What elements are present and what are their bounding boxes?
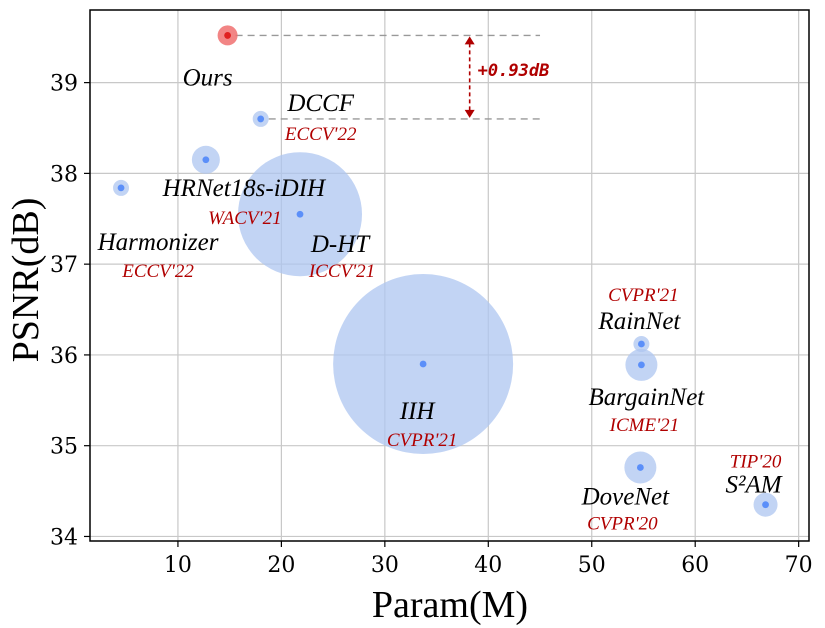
gap-annotation: +0.93dB [464, 36, 550, 118]
venue-s-am: TIP'20 [730, 452, 782, 473]
y-axis-title: PSNR(dB) [5, 198, 47, 363]
label-ours: Ours [183, 64, 233, 91]
y-tick-label: 37 [50, 253, 78, 278]
venue-d-ht: ICCV'21 [308, 261, 375, 282]
x-tick-label: 70 [785, 553, 813, 578]
label-d-ht: D-HT [310, 231, 371, 258]
y-tick-label: 39 [50, 72, 78, 97]
label-hrnet18s-idih: HRNet18s-iDIH [162, 175, 327, 202]
x-tick-label: 20 [267, 553, 295, 578]
venue-dccf: ECCV'22 [284, 124, 357, 145]
point-d-ht [296, 210, 304, 218]
x-tick-label: 30 [371, 553, 399, 578]
y-tick-label: 36 [50, 344, 78, 369]
reference-lines [235, 34, 541, 120]
x-tick-label: 60 [681, 553, 709, 578]
label-s-am: S²AM [726, 472, 783, 499]
gap-label: +0.93dB [478, 61, 550, 81]
point-rainnet [638, 340, 645, 348]
y-tick-label: 38 [50, 162, 78, 187]
label-iih: IIH [399, 398, 437, 425]
x-axis-title: Param(M) [372, 584, 528, 626]
label-harmonizer: Harmonizer [97, 229, 219, 256]
point-bargainnet [638, 361, 645, 369]
label-rainnet: RainNet [597, 308, 681, 335]
label-dccf: DCCF [286, 90, 354, 117]
y-tick-label: 35 [50, 435, 78, 460]
points [117, 32, 769, 509]
point-ours [224, 32, 231, 39]
label-bargainnet: BargainNet [589, 384, 706, 411]
axis-ticks: 10 20 30 40 50 60 70 34 35 36 37 38 39 [50, 72, 813, 578]
point-iih [419, 360, 427, 368]
point-labels: Ours DCCF ECCV'22 HRNet18s-iDIH WACV'21Harmo… [97, 64, 783, 534]
grid [90, 10, 809, 541]
gap-arrow-head-up [464, 36, 475, 45]
point-dovenet [636, 464, 644, 471]
y-tick-label: 34 [50, 525, 78, 550]
venue-harmonizer: ECCV'22 [121, 261, 194, 282]
venue-dovenet: CVPR'20 [587, 513, 658, 534]
point-s-am [762, 501, 769, 509]
label-dovenet: DoveNet [581, 483, 671, 510]
gap-arrow-head-down [464, 109, 475, 118]
x-tick-label: 40 [474, 553, 502, 578]
x-tick-label: 10 [164, 553, 192, 578]
venue-bargainnet: ICME'21 [609, 415, 680, 436]
x-tick-label: 50 [578, 553, 606, 578]
venue-iih: CVPR'21 [387, 430, 458, 451]
point-hrnet18s-idih [202, 156, 210, 164]
point-dccf [257, 115, 265, 123]
point-harmonizer [117, 184, 125, 192]
venue-rainnet: CVPR'21 [608, 285, 679, 306]
venue-hrnet18s-idih: WACV'21 [208, 208, 281, 229]
plot-frame [89, 9, 810, 542]
